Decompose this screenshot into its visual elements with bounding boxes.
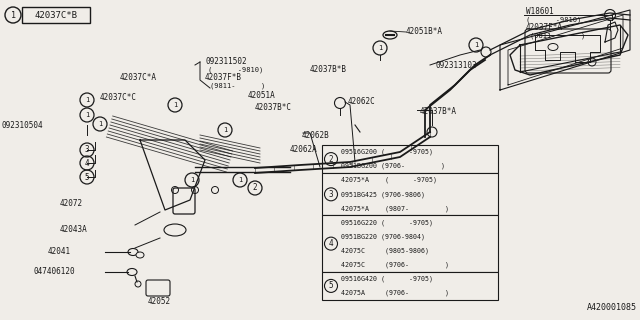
Ellipse shape — [128, 249, 138, 255]
FancyBboxPatch shape — [173, 188, 195, 214]
Text: 42062B: 42062B — [302, 131, 330, 140]
Text: W18601: W18601 — [526, 7, 554, 17]
Bar — [322, 145, 498, 173]
Text: 1: 1 — [10, 11, 15, 20]
Text: 1: 1 — [238, 177, 242, 183]
Text: 42075C     (9706-         ): 42075C (9706- ) — [341, 261, 449, 268]
Text: (9811-      ): (9811- ) — [210, 83, 265, 89]
Text: 42075*A    (      -9705): 42075*A ( -9705) — [341, 177, 437, 183]
Text: 42075A     (9706-         ): 42075A (9706- ) — [341, 290, 449, 296]
Text: 42051B*A: 42051B*A — [406, 28, 443, 36]
Text: (      -9810): ( -9810) — [208, 67, 263, 73]
Text: 092311502: 092311502 — [205, 58, 246, 67]
Ellipse shape — [127, 268, 137, 276]
Text: 42037C*C: 42037C*C — [100, 93, 137, 102]
Text: 42062A: 42062A — [290, 146, 317, 155]
Text: 42062C: 42062C — [348, 98, 376, 107]
Text: 092310504: 092310504 — [2, 121, 44, 130]
Ellipse shape — [164, 224, 186, 236]
Text: 42037C*A: 42037C*A — [120, 73, 157, 82]
FancyBboxPatch shape — [146, 280, 170, 296]
Text: 42037B*A: 42037B*A — [420, 108, 457, 116]
Bar — [322, 215, 498, 272]
Text: 4: 4 — [84, 158, 90, 167]
Text: 1: 1 — [223, 127, 227, 133]
Text: 1: 1 — [474, 42, 478, 48]
Text: 2: 2 — [329, 155, 333, 164]
Bar — [322, 173, 498, 215]
FancyBboxPatch shape — [525, 29, 611, 73]
Text: 1: 1 — [190, 177, 194, 183]
Text: 42075*A    (9807-         ): 42075*A (9807- ) — [341, 205, 449, 212]
Text: 42037F*B: 42037F*B — [205, 74, 242, 83]
Text: 5: 5 — [329, 281, 333, 291]
Bar — [22, 7, 90, 23]
Text: 42052: 42052 — [148, 298, 171, 307]
Text: 42051A: 42051A — [248, 91, 276, 100]
Text: 3: 3 — [84, 146, 90, 155]
Text: 5: 5 — [84, 172, 90, 181]
Text: 0951BG200 (9706-         ): 0951BG200 (9706- ) — [341, 163, 445, 169]
Bar — [322, 272, 498, 300]
Text: 092313103: 092313103 — [436, 60, 477, 69]
Text: 42037F*A: 42037F*A — [526, 23, 563, 33]
Text: 4: 4 — [329, 239, 333, 248]
Text: 3: 3 — [329, 190, 333, 199]
Text: 1: 1 — [378, 45, 382, 51]
Text: 42041: 42041 — [48, 247, 71, 257]
Text: 42075C     (9805-9806): 42075C (9805-9806) — [341, 247, 429, 254]
Text: 2: 2 — [253, 183, 257, 193]
Text: 42037B*B: 42037B*B — [310, 66, 347, 75]
Text: 1: 1 — [98, 121, 102, 127]
Text: 0951BG220 (9706-9804): 0951BG220 (9706-9804) — [341, 233, 425, 240]
Text: (9811-      ): (9811- ) — [530, 33, 585, 39]
Text: A420001085: A420001085 — [587, 303, 637, 312]
Text: 0951BG425 (9706-9806): 0951BG425 (9706-9806) — [341, 191, 425, 197]
Text: 42037B*C: 42037B*C — [255, 102, 292, 111]
Text: 1: 1 — [85, 112, 89, 118]
Text: 047406120: 047406120 — [33, 268, 75, 276]
Ellipse shape — [548, 44, 558, 51]
Text: 1: 1 — [173, 102, 177, 108]
Text: 09516G200 (      -9705): 09516G200 ( -9705) — [341, 149, 433, 155]
Text: 42037C*B: 42037C*B — [35, 11, 77, 20]
Text: 09516G420 (      -9705): 09516G420 ( -9705) — [341, 276, 433, 282]
Text: 42072: 42072 — [60, 198, 83, 207]
Text: 42043A: 42043A — [60, 226, 88, 235]
Ellipse shape — [136, 252, 144, 258]
Ellipse shape — [383, 31, 397, 39]
Text: (      -9810): ( -9810) — [526, 17, 581, 23]
Text: 1: 1 — [85, 97, 89, 103]
Text: 09516G220 (      -9705): 09516G220 ( -9705) — [341, 219, 433, 226]
